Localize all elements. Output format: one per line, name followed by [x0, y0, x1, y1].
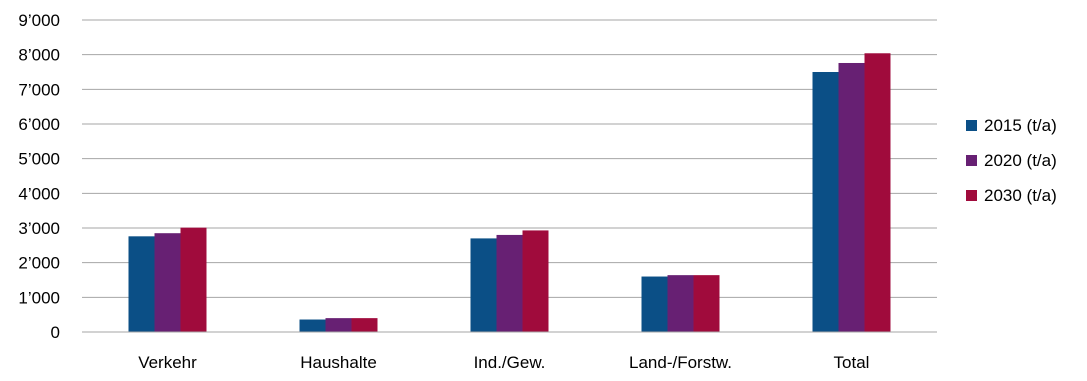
bar [812, 72, 839, 332]
bar [522, 230, 549, 332]
bar [838, 62, 865, 333]
bar [693, 275, 720, 332]
legend-swatch [966, 190, 977, 201]
bar [496, 234, 523, 332]
legend-swatch [966, 120, 977, 131]
axes: 0 1’000 2’000 3’000 4’000 5’000 6’000 7’000 8’00… [18, 11, 937, 372]
bar [470, 238, 497, 332]
y-tick-label: 9’000 [18, 11, 60, 30]
bars [128, 53, 891, 333]
legend-label: 2015 (t/a) [984, 116, 1057, 135]
bar [667, 275, 694, 332]
bar [325, 318, 352, 332]
bar [180, 227, 207, 332]
y-tick-label: 6’000 [18, 115, 60, 134]
x-tick-label: Land-/Forstw. [629, 353, 732, 372]
bar [641, 276, 668, 332]
x-tick-label: Haushalte [300, 353, 377, 372]
bar [154, 233, 181, 332]
legend: 2015 (t/a) 2020 (t/a) 2030 (t/a) [966, 116, 1057, 205]
bar [864, 53, 891, 332]
bar [299, 319, 326, 332]
bar [351, 318, 378, 332]
legend-label: 2030 (t/a) [984, 186, 1057, 205]
y-tick-label: 4’000 [18, 184, 60, 203]
y-tick-label: 0 [51, 323, 60, 342]
y-tick-label: 3’000 [18, 219, 60, 238]
y-tick-label: 7’000 [18, 80, 60, 99]
grid-lines [82, 19, 937, 333]
bar [128, 236, 155, 332]
x-tick-label: Verkehr [138, 353, 197, 372]
y-tick-label: 2’000 [18, 254, 60, 273]
x-tick-label: Ind./Gew. [474, 353, 546, 372]
legend-swatch [966, 155, 977, 166]
legend-label: 2020 (t/a) [984, 151, 1057, 170]
y-tick-label: 5’000 [18, 150, 60, 169]
y-tick-label: 8’000 [18, 46, 60, 65]
y-tick-label: 1’000 [18, 288, 60, 307]
x-tick-label: Total [834, 353, 870, 372]
